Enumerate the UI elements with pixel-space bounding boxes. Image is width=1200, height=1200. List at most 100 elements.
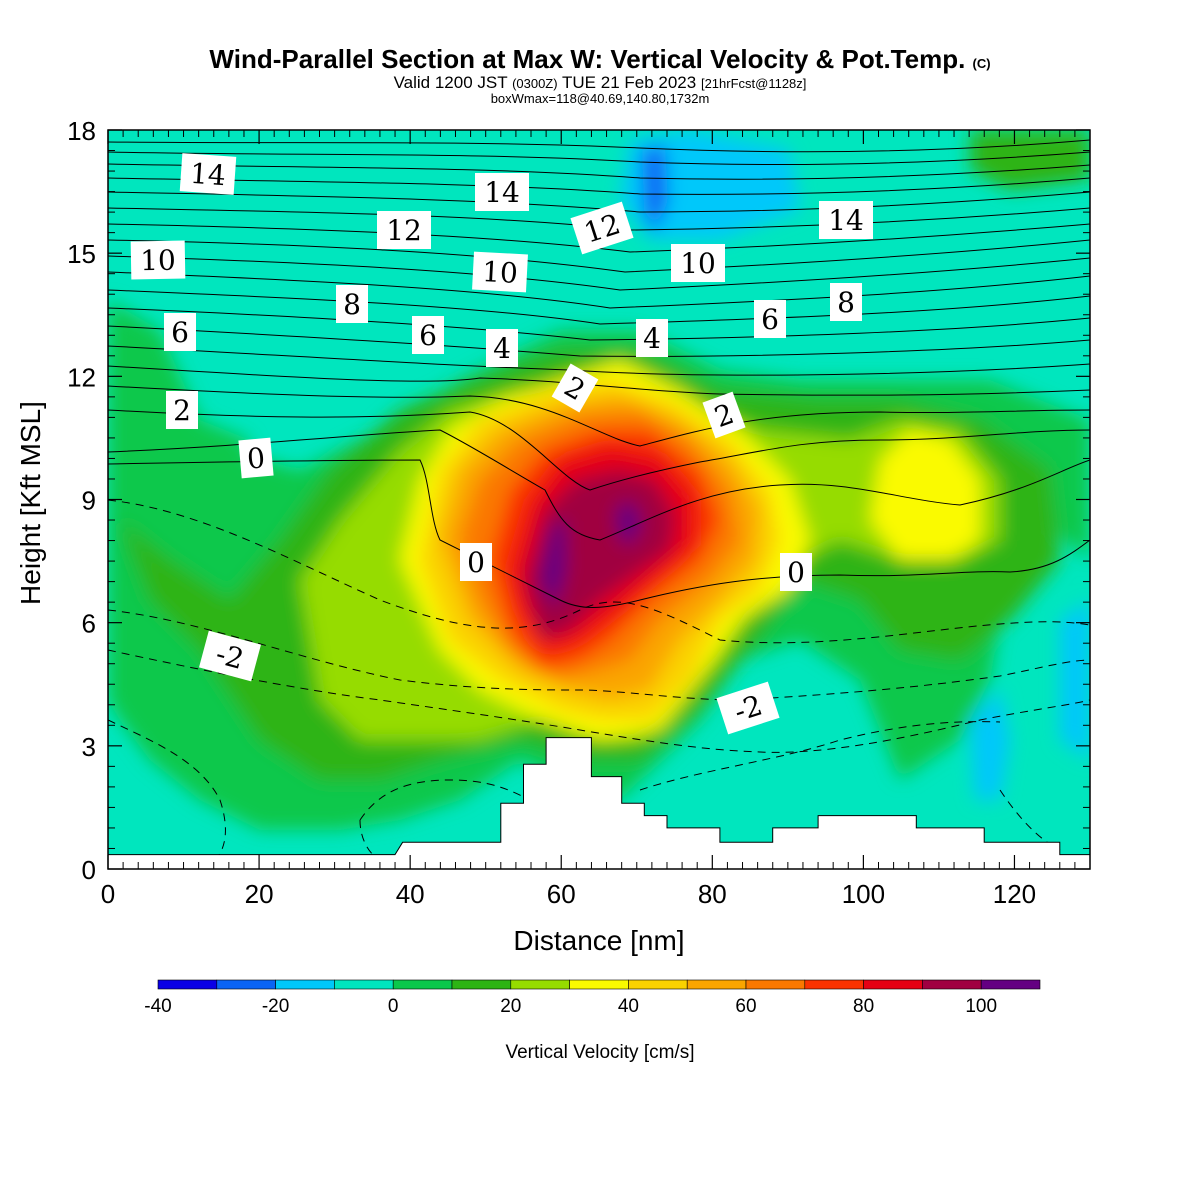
contour-label-box [412, 316, 444, 354]
x-tick-label: 40 [396, 879, 425, 909]
contour-label: 10 [472, 251, 528, 293]
contour-label: 10 [130, 240, 186, 280]
contour-label: 12 [570, 201, 634, 255]
contour-label-box [130, 240, 186, 280]
colorbar-swatch [569, 979, 629, 990]
w-strong-negative-upper [642, 145, 668, 235]
x-axis: 0 20 40 60 80 100 120 [101, 130, 1091, 909]
theta-line [108, 163, 1090, 180]
theta-line [108, 499, 1090, 644]
x-tick-label: 0 [101, 879, 115, 909]
valid-date: TUE 21 Feb 2023 [562, 73, 697, 92]
contour-label-box [475, 173, 529, 211]
colorbar-tick-label: 100 [965, 996, 997, 1017]
colorbar-swatch [157, 979, 218, 990]
contour-label-text: 14 [189, 157, 227, 192]
theta-line [108, 365, 1090, 396]
contour-label: 0 [238, 437, 274, 479]
colorbar-tick-label: 80 [853, 996, 874, 1017]
contour-label-box [179, 153, 237, 195]
terrain-mask [108, 737, 1090, 869]
theta-line [108, 177, 1090, 195]
colorbar-swatch [922, 979, 982, 990]
colorbar-swatch [804, 979, 864, 990]
theta-line [108, 609, 1090, 701]
colorbar-swatch [392, 979, 453, 990]
colorbar-swatch [980, 979, 1041, 990]
theta-line [108, 307, 1090, 341]
colorbar-label: Vertical Velocity [cm/s] [505, 1042, 694, 1063]
contour-label-text: 10 [140, 244, 176, 278]
colorbar-swatch [510, 979, 570, 990]
contour-label: 14 [819, 201, 873, 239]
colorbar-swatch [275, 979, 335, 990]
theta-line [108, 459, 1090, 608]
contour-label-text: 6 [761, 303, 779, 336]
colorbar-tick-label: -40 [144, 996, 171, 1017]
colorbar-tick-label: 40 [618, 996, 639, 1017]
x-tick-label: 80 [698, 879, 727, 909]
contour-label: 4 [486, 329, 518, 367]
valid-time: Valid 1200 JST [393, 73, 508, 92]
chart-title: Wind-Parallel Section at Max W: Vertical… [0, 44, 1200, 75]
theta-line [108, 271, 1090, 309]
y-axis-label: Height [Kft MSL] [15, 401, 46, 605]
valid-utc: (0300Z) [512, 76, 558, 91]
contour-label: 6 [754, 300, 786, 338]
contour-label-text: 10 [680, 247, 716, 280]
colorbar-tick-label: 0 [388, 996, 399, 1017]
contour-label-box [671, 244, 725, 282]
w-negative-right-edge [1060, 600, 1090, 760]
y-axis: 0 3 6 9 12 15 18 [67, 116, 1090, 885]
contour-label-box [830, 283, 862, 321]
x-tick-label: 120 [993, 879, 1036, 909]
chart-subtitle-box: boxWmax=118@40.69,140.80,1732m [490, 91, 710, 106]
theta-line [108, 139, 1090, 153]
contour-label-text: 0 [467, 546, 485, 579]
contour-label-text: 12 [386, 214, 422, 247]
x-tick-label: 60 [547, 879, 576, 909]
contour-label-box [377, 211, 431, 249]
contour-label-box [636, 319, 668, 357]
theta-line [108, 409, 1090, 491]
contour-label-text: 0 [246, 441, 267, 475]
x-axis-label: Distance [nm] [513, 925, 684, 956]
theta-line [639, 721, 1001, 791]
contour-label-text: 4 [643, 322, 661, 355]
contour-label: 8 [830, 283, 862, 321]
contour-label-text: 8 [837, 286, 855, 319]
velocity-field: 14 10 6 2 0 12 8 6 4 14 10 12 2 0 4 10 6 2 14 8 0 -2 -2 [108, 130, 1090, 869]
colorbar-swatch [686, 979, 747, 990]
contour-label: 4 [636, 319, 668, 357]
contour-label: -2 [199, 630, 261, 682]
contour-label-text: 6 [419, 319, 437, 352]
chart-title-mark: (C) [972, 56, 991, 71]
theta-line [108, 255, 1090, 291]
contour-label: 2 [551, 363, 599, 413]
colorbar-swatch [745, 979, 806, 990]
chart-subtitle: Valid 1200 JST (0300Z) TUE 21 Feb 2023 [… [0, 74, 1200, 93]
contour-label-box [702, 391, 746, 439]
contour-label-text: 14 [828, 204, 864, 237]
forecast-info: [21hrFcst@1128z] [700, 76, 807, 91]
contour-label-box [336, 285, 368, 323]
colorbar-swatch [628, 979, 688, 990]
contour-label: -2 [716, 681, 780, 735]
contour-label-box [460, 543, 492, 581]
chart-title-text: Wind-Parallel Section at Max W: Vertical… [209, 44, 966, 74]
contour-label-text: 8 [343, 288, 361, 321]
y-tick-label: 12 [67, 362, 96, 392]
y-tick-label: 18 [67, 116, 96, 146]
contour-label-box [486, 329, 518, 367]
w-max-core [540, 520, 566, 610]
contour-label-text: 0 [787, 556, 805, 589]
theta-line [108, 719, 226, 861]
contour-label-text: 4 [493, 332, 511, 365]
contour-label-box [716, 681, 780, 735]
y-tick-label: 6 [82, 609, 96, 639]
contour-label-box [570, 201, 634, 255]
x-tick-label: 20 [245, 879, 274, 909]
contour-label: 6 [164, 313, 196, 351]
theta-line [108, 429, 1090, 541]
